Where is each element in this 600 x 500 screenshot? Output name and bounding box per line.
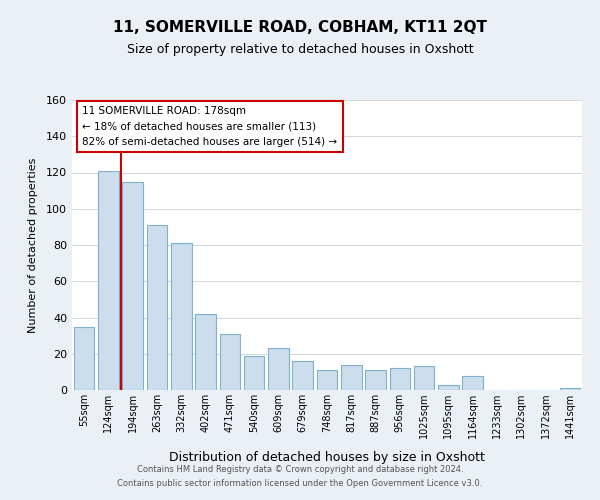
Bar xyxy=(365,370,386,390)
Bar xyxy=(171,243,191,390)
Y-axis label: Number of detached properties: Number of detached properties xyxy=(28,158,38,332)
Bar xyxy=(438,384,459,390)
Bar xyxy=(463,376,483,390)
Bar xyxy=(195,314,216,390)
Bar xyxy=(414,366,434,390)
Text: Distribution of detached houses by size in Oxshott: Distribution of detached houses by size … xyxy=(169,451,485,464)
Bar xyxy=(317,370,337,390)
Text: 11, SOMERVILLE ROAD, COBHAM, KT11 2QT: 11, SOMERVILLE ROAD, COBHAM, KT11 2QT xyxy=(113,20,487,35)
Text: Size of property relative to detached houses in Oxshott: Size of property relative to detached ho… xyxy=(127,42,473,56)
Bar xyxy=(341,364,362,390)
Bar xyxy=(268,348,289,390)
Bar xyxy=(146,225,167,390)
Bar xyxy=(122,182,143,390)
Bar xyxy=(74,326,94,390)
Bar xyxy=(98,170,119,390)
Text: 11 SOMERVILLE ROAD: 178sqm
← 18% of detached houses are smaller (113)
82% of sem: 11 SOMERVILLE ROAD: 178sqm ← 18% of deta… xyxy=(82,106,337,147)
Bar xyxy=(560,388,580,390)
Bar xyxy=(220,334,240,390)
Bar xyxy=(292,361,313,390)
Text: Contains HM Land Registry data © Crown copyright and database right 2024.
Contai: Contains HM Land Registry data © Crown c… xyxy=(118,466,482,487)
Bar xyxy=(244,356,265,390)
Bar xyxy=(389,368,410,390)
